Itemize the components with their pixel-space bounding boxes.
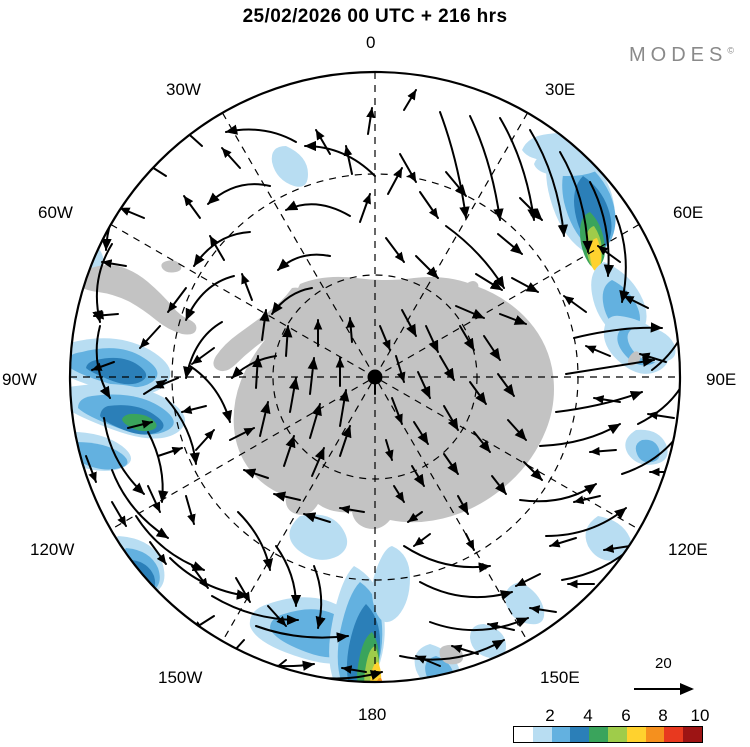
shading-blob: [271, 146, 308, 187]
lon-label-90e: 90E: [706, 370, 737, 389]
colorbar-tick-8: 8: [658, 706, 668, 725]
lon-label-180: 180: [358, 705, 387, 724]
colorbar: [513, 726, 703, 743]
lon-label-120w: 120W: [30, 540, 75, 559]
globe-outline: [68, 70, 682, 684]
south-america-tip: [77, 265, 197, 335]
shading-blob: [585, 516, 632, 561]
colorbar-band-4: [589, 727, 608, 742]
shading-blob: [329, 566, 385, 682]
south-pole-dot: [367, 369, 383, 385]
colorbar-tick-2: 2: [545, 706, 555, 725]
colorbar-band-3: [570, 727, 590, 742]
colorbar-band-5: [607, 727, 627, 742]
lon-label-90w: 90W: [2, 370, 37, 389]
shading-blob: [70, 338, 171, 395]
modes-logo: MODES©: [629, 44, 734, 67]
shading-blob: [289, 514, 348, 560]
vector-key-label: 20: [655, 655, 672, 672]
map-svg: [68, 70, 682, 684]
lon-label-30w: 30W: [166, 80, 201, 99]
colorbar-band-6: [626, 727, 646, 742]
polar-stereographic-map: [0, 26, 750, 716]
lon-label-60w: 60W: [38, 203, 73, 222]
shading-blob: [85, 594, 127, 637]
colorbar-band-7: [645, 727, 665, 742]
colorbar-tick-6: 6: [621, 706, 631, 725]
colorbar-tick-10: 10: [690, 706, 710, 725]
colorbar-band-1: [532, 727, 552, 742]
colorbar-tick-4: 4: [583, 706, 593, 725]
map-content: [70, 72, 680, 682]
vector-key-arrow: [634, 683, 694, 695]
colorbar-band-8: [664, 727, 684, 742]
island-patch: [161, 260, 182, 273]
lon-label-150w: 150W: [158, 668, 203, 687]
lon-label-60e: 60E: [673, 203, 704, 222]
lon-label-150e: 150E: [540, 668, 580, 687]
colorbar-band-9: [683, 727, 702, 742]
lon-label-120e: 120E: [668, 540, 708, 559]
shading-blob: [70, 226, 104, 269]
page-title: 25/02/2026 00 UTC + 216 hrs: [242, 6, 508, 27]
lon-label-0: 0: [366, 33, 376, 52]
shading-blob: [372, 546, 410, 623]
colorbar-band-0: [514, 727, 533, 742]
logo-text: MODES: [629, 44, 728, 66]
lon-label-30e: 30E: [545, 80, 576, 99]
island-patch: [464, 281, 479, 293]
copyright-icon: ©: [727, 45, 734, 56]
colorbar-band-2: [551, 727, 571, 742]
